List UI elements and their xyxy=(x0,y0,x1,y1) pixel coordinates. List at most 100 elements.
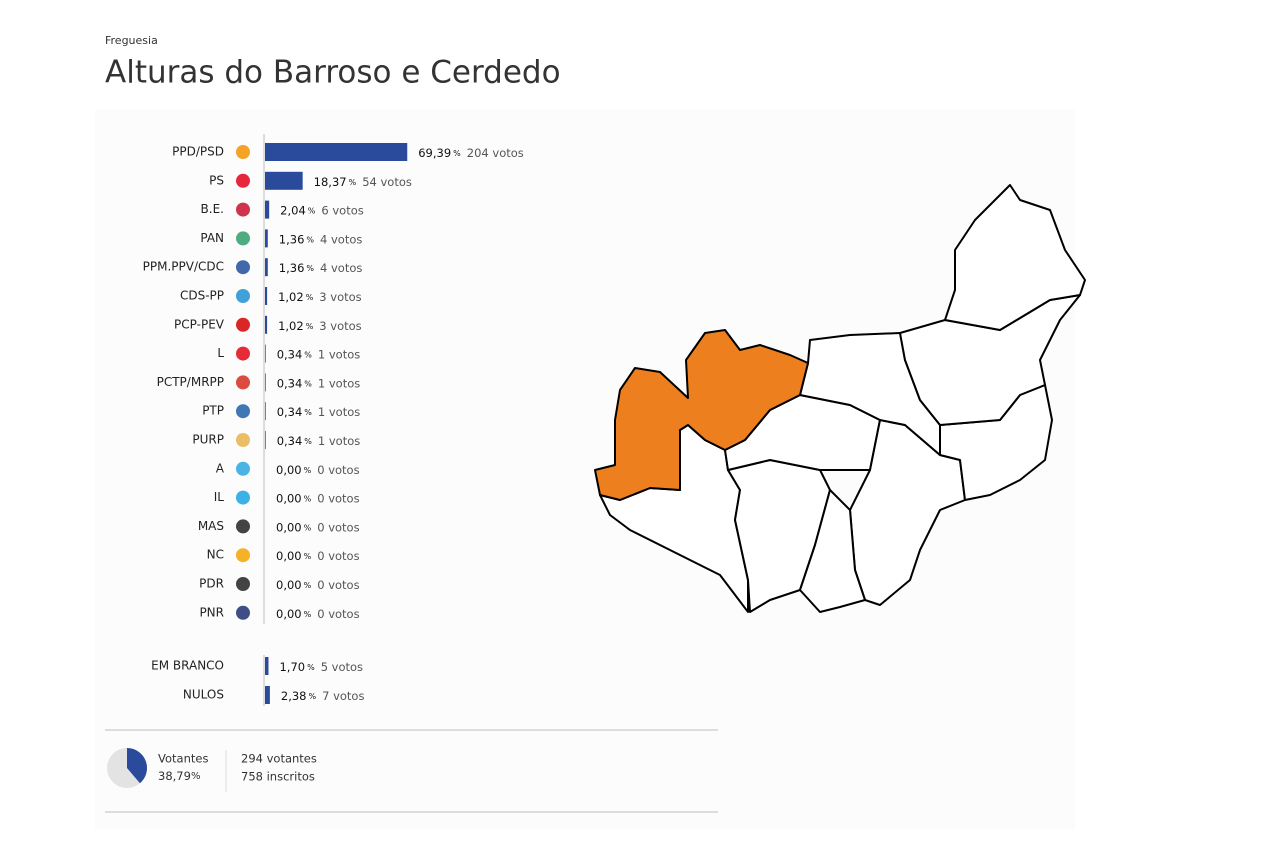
bar xyxy=(265,657,269,675)
unit: % xyxy=(304,523,312,532)
percent-label: 2,04 xyxy=(280,203,306,217)
votes-label: 1 votos xyxy=(318,347,360,361)
bar xyxy=(265,200,270,219)
percent-label: 69,39 xyxy=(418,146,451,160)
bar-label: 2,04% 6 votos xyxy=(280,203,364,217)
header-label: Freguesia xyxy=(105,34,158,47)
bar-label: 1,02% 3 votos xyxy=(278,318,362,332)
party-icon xyxy=(236,519,250,534)
percent-label: 2,38 xyxy=(281,689,307,703)
bar-label: 1,36% 4 votos xyxy=(279,232,363,246)
party-icon xyxy=(236,548,250,563)
turnout-value: 38,79 xyxy=(158,769,191,783)
turnout-percent: 38,79% xyxy=(158,769,200,783)
bar xyxy=(265,315,268,334)
party-icon xyxy=(236,346,250,361)
bar xyxy=(265,287,268,305)
percent-label: 0,00 xyxy=(276,462,302,476)
pie-slice xyxy=(127,748,147,784)
percent-label: 0,00 xyxy=(276,606,302,620)
unit: % xyxy=(191,771,201,782)
votes-label: 0 votos xyxy=(317,606,359,620)
votes-label: 54 votos xyxy=(362,174,412,188)
party-icon xyxy=(236,375,250,390)
votes-label: 0 votos xyxy=(317,491,359,505)
bar-label: 0,00% 0 votos xyxy=(276,549,360,563)
header-title: Alturas do Barroso e Cerdedo xyxy=(105,55,561,91)
party-name: PPM.PPV/CDC xyxy=(143,260,224,274)
unit: % xyxy=(304,494,312,503)
party-name: EM BRANCO xyxy=(151,659,224,673)
party-name: B.E. xyxy=(201,202,224,216)
map-region-selected xyxy=(594,329,809,501)
unit: % xyxy=(304,379,312,388)
percent-label: 0,00 xyxy=(276,520,302,534)
bar-label: 1,02% 3 votos xyxy=(278,290,362,304)
bar-label: 1,36% 4 votos xyxy=(279,261,363,275)
unit: % xyxy=(306,321,314,330)
party-icon xyxy=(236,231,250,246)
percent-label: 1,70 xyxy=(279,660,305,674)
bar xyxy=(265,258,268,277)
party-icon xyxy=(236,202,250,217)
percent-label: 1,36 xyxy=(279,232,305,246)
unit: % xyxy=(304,552,312,561)
party-name: L xyxy=(217,346,224,360)
unit: % xyxy=(304,581,312,590)
unit: % xyxy=(306,293,314,302)
bar-label: 0,34% 1 votos xyxy=(277,376,361,390)
percent-label: 0,34 xyxy=(277,405,303,419)
unit: % xyxy=(307,663,315,672)
party-name: PURP xyxy=(192,433,224,447)
percent-label: 0,00 xyxy=(276,578,302,592)
party-icon xyxy=(236,605,250,620)
bar xyxy=(265,344,266,363)
party-name: NULOS xyxy=(183,688,224,702)
party-name: PNR xyxy=(199,605,224,619)
percent-label: 1,02 xyxy=(278,290,304,304)
party-name: PTP xyxy=(202,404,224,418)
voters: 294 votantes xyxy=(241,752,317,766)
unit: % xyxy=(453,149,461,158)
bar xyxy=(265,686,270,704)
votes-label: 6 votos xyxy=(321,203,363,217)
turnout-label: Votantes xyxy=(158,752,208,766)
percent-label: 0,34 xyxy=(277,376,303,390)
percent-label: 1,36 xyxy=(279,261,305,275)
percent-label: 0,34 xyxy=(277,347,303,361)
bar xyxy=(265,143,408,161)
bar-label: 0,00% 0 votos xyxy=(276,462,360,476)
votes-label: 0 votos xyxy=(317,578,359,592)
votes-label: 0 votos xyxy=(317,520,359,534)
party-name: PPD/PSD xyxy=(172,145,224,159)
party-icon xyxy=(236,173,250,188)
unit: % xyxy=(304,408,312,417)
bar-label: 0,34% 1 votos xyxy=(277,347,361,361)
party-name: CDS-PP xyxy=(180,289,224,303)
party-name: A xyxy=(216,461,225,475)
bar xyxy=(265,229,268,248)
map-region xyxy=(944,184,1086,331)
registered: 758 inscritos xyxy=(241,770,315,784)
bar xyxy=(265,373,266,392)
unit: % xyxy=(304,465,312,474)
votes-label: 4 votos xyxy=(320,261,362,275)
map xyxy=(594,184,1086,613)
party-name: PS xyxy=(209,173,224,187)
unit: % xyxy=(306,235,314,244)
party-icon xyxy=(236,289,250,303)
bar xyxy=(265,431,266,449)
unit: % xyxy=(306,264,314,273)
unit: % xyxy=(304,350,312,359)
unit: % xyxy=(308,692,316,701)
party-name: PAN xyxy=(200,231,224,245)
bar xyxy=(265,171,303,190)
party-name: PCP-PEV xyxy=(174,317,225,331)
unit: % xyxy=(349,177,357,186)
votes-label: 1 votos xyxy=(318,434,360,448)
party-icon xyxy=(236,145,250,159)
party-name: NC xyxy=(207,548,224,562)
party-icon xyxy=(236,404,250,419)
